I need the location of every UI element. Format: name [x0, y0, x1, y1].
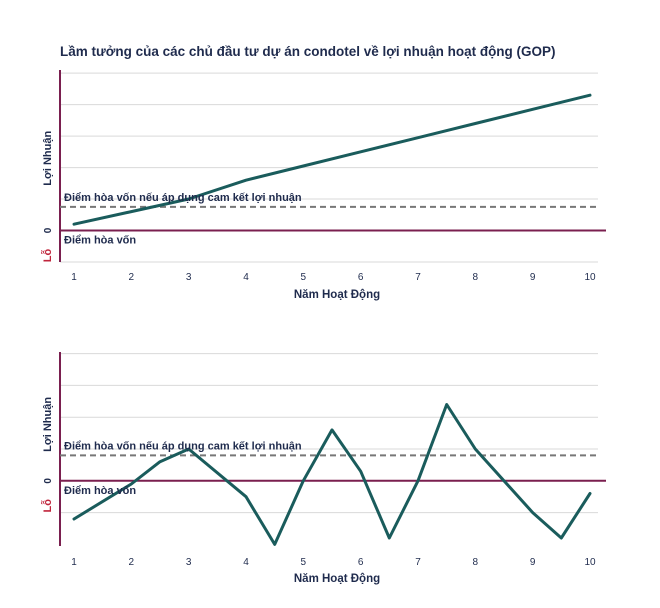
chart1-x-tick-label: 3 — [186, 272, 192, 283]
chart1-x-tick-label: 6 — [358, 272, 364, 283]
chart2-breakeven-label: Điểm hòa vốn — [64, 485, 136, 497]
chart1-x-tick-label: 4 — [243, 272, 249, 283]
chart1-x-tick-label: 8 — [473, 272, 479, 283]
chart1-loss-label: Lỗ — [41, 249, 54, 263]
chart2-x-tick-label: 5 — [301, 557, 307, 568]
chart2-x-tick-label: 8 — [473, 557, 479, 568]
chart2-x-tick-label: 6 — [358, 557, 364, 568]
chart1-guarantee-breakeven-label: Điểm hòa vốn nếu áp dụng cam kết lợi nhu… — [64, 192, 302, 204]
chart1-x-tick-label: 7 — [415, 272, 421, 283]
chart1-x-axis-label: Năm Hoạt Động — [294, 289, 380, 301]
chart1-series-line — [72, 93, 592, 226]
chart-title: Lầm tưởng của các chủ đầu tư dự án condo… — [60, 44, 556, 59]
chart2-guarantee-breakeven-label: Điểm hòa vốn nếu áp dụng cam kết lợi nhu… — [64, 440, 302, 452]
chart2-zero-label: 0 — [43, 478, 54, 484]
chart2-x-tick-label: 2 — [129, 557, 135, 568]
chart2-x-tick-label: 3 — [186, 557, 192, 568]
chart2-x-axis-label: Năm Hoạt Động — [294, 573, 380, 585]
chart1-x-tick-label: 5 — [301, 272, 307, 283]
chart1-breakeven-label: Điểm hòa vốn — [64, 235, 136, 247]
chart2-y-axis-label: Lợi Nhuận — [42, 397, 54, 452]
chart2-loss-label: Lỗ — [41, 499, 54, 513]
chart1-x-tick-label: 10 — [584, 272, 596, 283]
chart2-x-tick-label: 10 — [584, 557, 596, 568]
chart2-x-tick-label: 7 — [415, 557, 421, 568]
chart2-series-line — [72, 403, 592, 546]
chart1-x-tick-label: 2 — [129, 272, 135, 283]
chart1-y-axis-label: Lợi Nhuận — [42, 131, 54, 186]
chart1-zero-label: 0 — [43, 227, 54, 233]
chart2-x-tick-label: 1 — [71, 557, 77, 568]
chart1-x-tick-label: 1 — [71, 272, 77, 283]
chart2-x-tick-label: 9 — [530, 557, 536, 568]
chart1-x-tick-label: 9 — [530, 272, 536, 283]
chart2-x-tick-label: 4 — [243, 557, 249, 568]
